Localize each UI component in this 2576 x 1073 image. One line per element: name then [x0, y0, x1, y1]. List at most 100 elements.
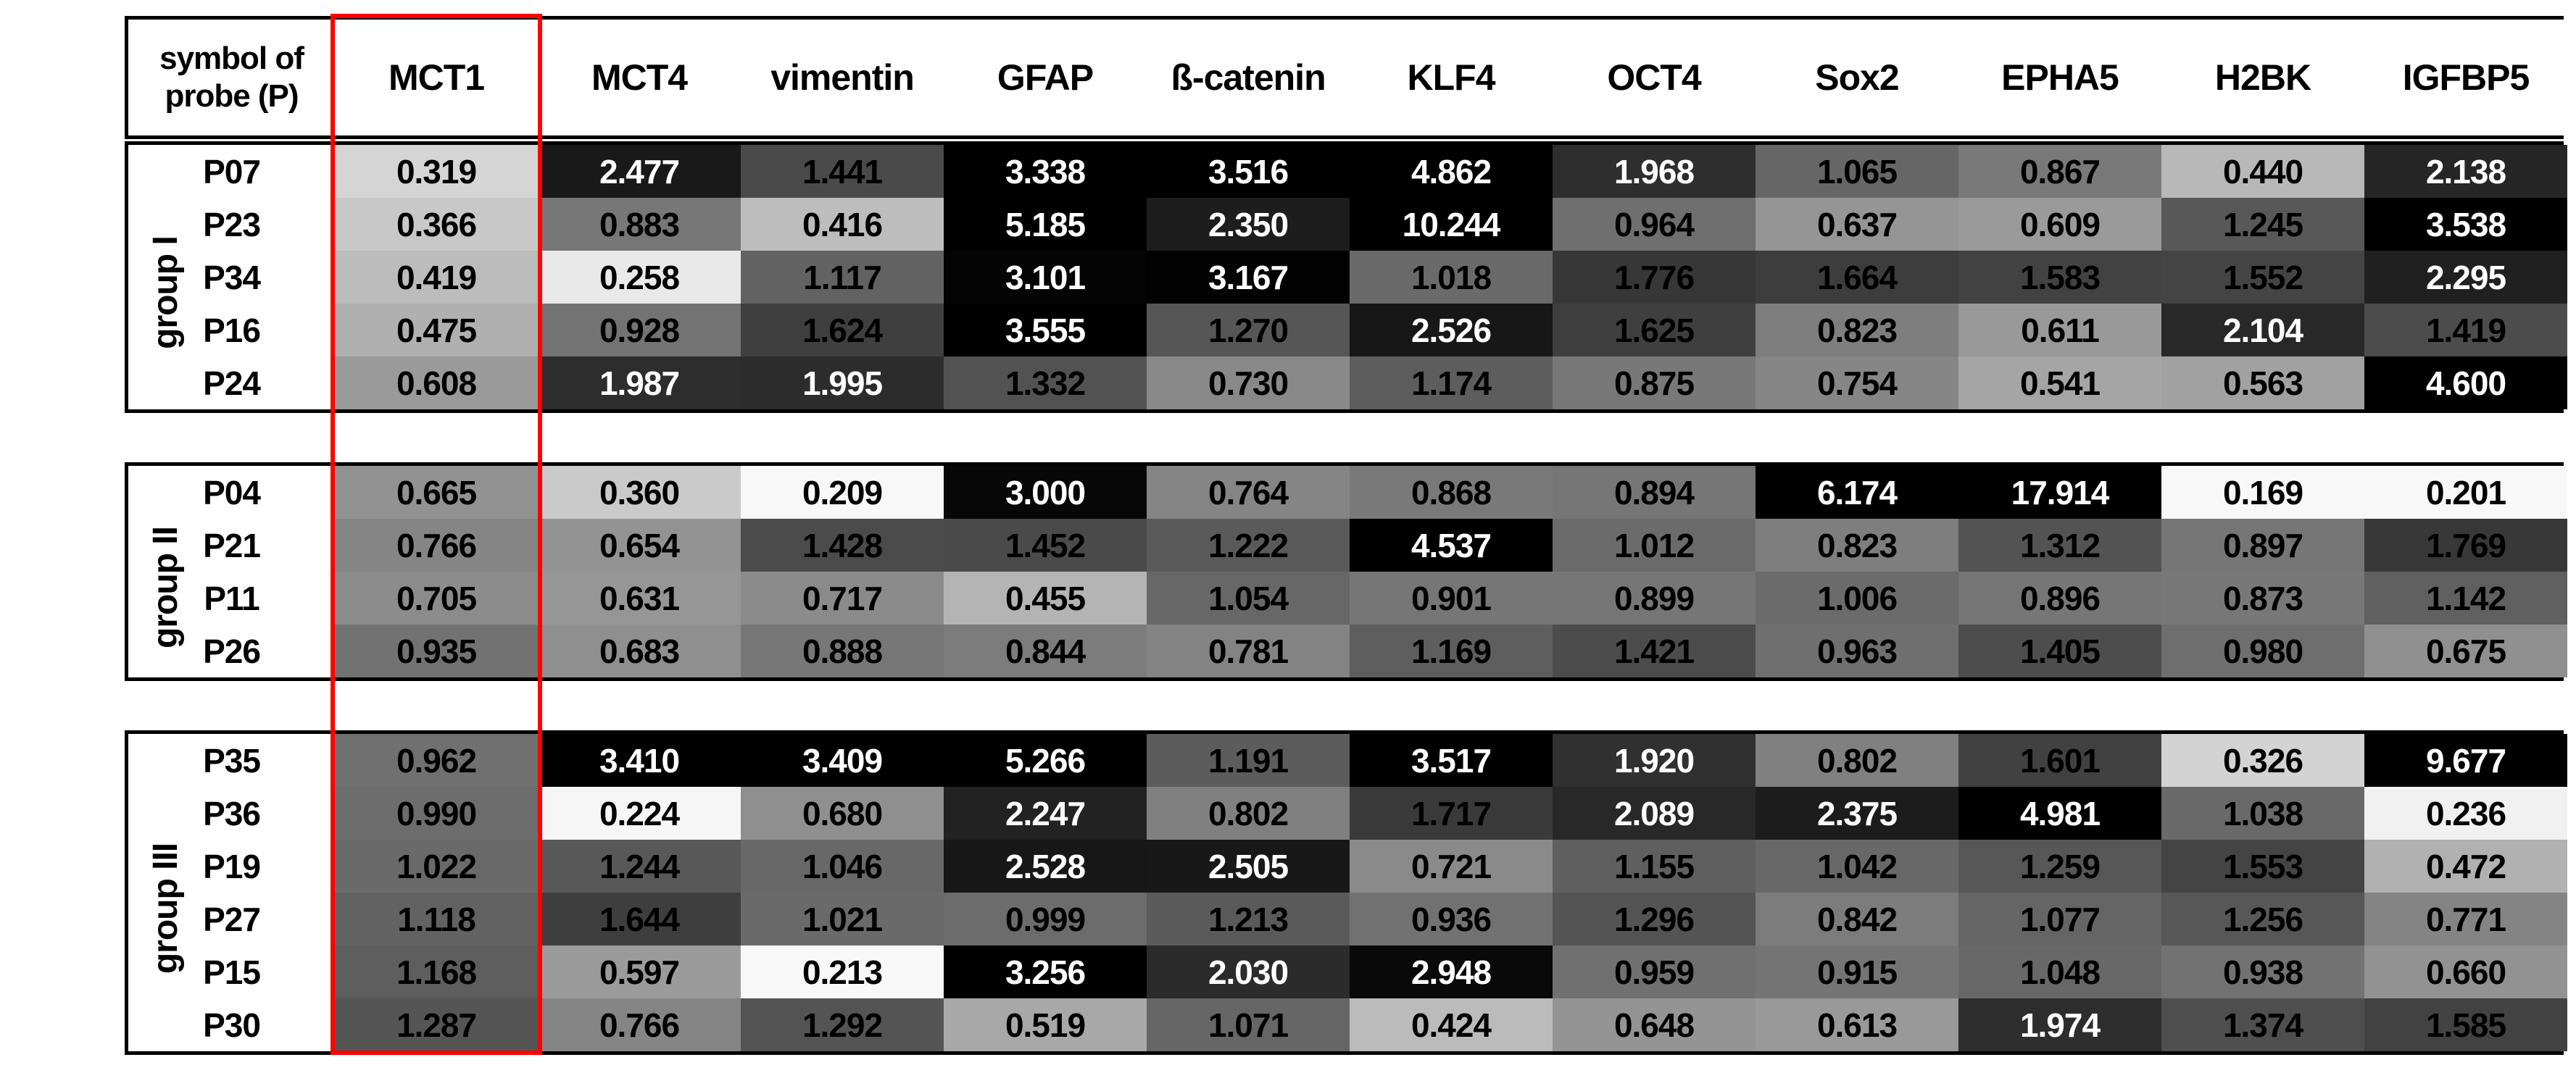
heatmap-cell: 1.213	[1147, 893, 1350, 945]
heatmap-cell: 0.823	[1756, 519, 1958, 572]
gene-column-header: Sox2	[1756, 20, 1958, 135]
heatmap-cell: 1.664	[1756, 251, 1958, 304]
heatmap-cell: 1.441	[741, 145, 944, 198]
probe-label: P23	[128, 198, 335, 251]
probe-header-line2: probe (P)	[165, 78, 299, 114]
group-block: P04 0.665 0.360 0.209 3.000 0.764 0.868 0.894 6.…	[125, 462, 2567, 681]
probe-label: P15	[128, 945, 335, 998]
heatmap-cell: 1.974	[1958, 998, 2161, 1051]
heatmap-cell: 0.990	[335, 787, 538, 840]
heatmap-cell: 2.948	[1350, 945, 1553, 998]
heatmap-cell: 0.319	[335, 145, 538, 198]
heatmap-cell: 1.405	[1958, 625, 2161, 677]
heatmap-cell: 0.875	[1553, 356, 1756, 409]
heatmap-cell: 1.776	[1553, 251, 1756, 304]
heatmap-cell: 0.873	[2161, 572, 2364, 625]
heatmap-cell: 1.374	[2161, 998, 2364, 1051]
probe-column-header: symbol of probe (P)	[128, 20, 335, 135]
heatmap-cell: 4.537	[1350, 519, 1553, 572]
heatmap-cell: 3.338	[944, 145, 1147, 198]
heatmap-cell: 2.350	[1147, 198, 1350, 251]
heatmap-cell: 1.006	[1756, 572, 1958, 625]
gene-expression-table: symbol of probe (P) MCT1 MCT4 vimentin GFAP…	[125, 16, 2567, 1055]
heatmap-cell: 0.213	[741, 945, 944, 998]
heatmap-cell: 9.677	[2364, 734, 2567, 787]
heatmap-cell: 0.360	[538, 466, 741, 519]
heatmap-cell: 1.625	[1553, 304, 1756, 356]
gene-column-header: OCT4	[1553, 20, 1756, 135]
heatmap-cell: 2.295	[2364, 251, 2567, 304]
heatmap-cell: 3.517	[1350, 734, 1553, 787]
heatmap-cell: 1.717	[1350, 787, 1553, 840]
heatmap-cell: 1.259	[1958, 840, 2161, 893]
heatmap-cell: 1.995	[741, 356, 944, 409]
heatmap-cell: 2.505	[1147, 840, 1350, 893]
heatmap-cell: 3.410	[538, 734, 741, 787]
heatmap-cell: 3.101	[944, 251, 1147, 304]
heatmap-cell: 2.104	[2161, 304, 2364, 356]
heatmap-cell: 0.721	[1350, 840, 1553, 893]
probe-label: P27	[128, 893, 335, 945]
heatmap-cell: 1.018	[1350, 251, 1553, 304]
heatmap-cell: 1.077	[1958, 893, 2161, 945]
heatmap-cell: 1.920	[1553, 734, 1756, 787]
heatmap-cell: 1.312	[1958, 519, 2161, 572]
heatmap-cell: 0.766	[538, 998, 741, 1051]
heatmap-cell: 1.071	[1147, 998, 1350, 1051]
heatmap-cell: 1.046	[741, 840, 944, 893]
heatmap-cell: 1.332	[944, 356, 1147, 409]
heatmap-cell: 2.528	[944, 840, 1147, 893]
heatmap-cell: 0.609	[1958, 198, 2161, 251]
heatmap-cell: 1.021	[741, 893, 944, 945]
probe-label: P36	[128, 787, 335, 840]
heatmap-cell: 1.169	[1350, 625, 1553, 677]
heatmap-cell: 1.419	[2364, 304, 2567, 356]
heatmap-cell: 0.980	[2161, 625, 2364, 677]
heatmap-cell: 3.000	[944, 466, 1147, 519]
group-block: P35 0.962 3.410 3.409 5.266 1.191 3.517 1.920 0.…	[125, 730, 2567, 1055]
heatmap-cell: 0.680	[741, 787, 944, 840]
probe-label: P24	[128, 356, 335, 409]
probe-label: P04	[128, 466, 335, 519]
heatmap-cell: 10.244	[1350, 198, 1553, 251]
heatmap-cell: 1.012	[1553, 519, 1756, 572]
group-block: P07 0.319 2.477 1.441 3.338 3.516 4.862 1.968 1.…	[125, 141, 2567, 413]
heatmap-cell: 0.959	[1553, 945, 1756, 998]
probe-label: P19	[128, 840, 335, 893]
heatmap-cell: 5.266	[944, 734, 1147, 787]
heatmap-cell: 0.999	[944, 893, 1147, 945]
heatmap-cell: 3.256	[944, 945, 1147, 998]
heatmap-cell: 0.771	[2364, 893, 2567, 945]
heatmap-cell: 0.935	[335, 625, 538, 677]
heatmap-cell: 0.660	[2364, 945, 2567, 998]
gene-column-header: MCT1	[335, 20, 538, 135]
heatmap-cell: 1.245	[2161, 198, 2364, 251]
heatmap-cell: 1.256	[2161, 893, 2364, 945]
heatmap-cell: 3.167	[1147, 251, 1350, 304]
heatmap-cell: 1.155	[1553, 840, 1756, 893]
probe-label: P35	[128, 734, 335, 787]
heatmap-cell: 0.730	[1147, 356, 1350, 409]
heatmap-cell: 0.894	[1553, 466, 1756, 519]
heatmap-cell: 1.452	[944, 519, 1147, 572]
heatmap-cell: 2.138	[2364, 145, 2567, 198]
heatmap-cell: 1.644	[538, 893, 741, 945]
heatmap-cell: 1.174	[1350, 356, 1553, 409]
gene-column-header: vimentin	[741, 20, 944, 135]
heatmap-cell: 0.675	[2364, 625, 2567, 677]
heatmap-cell: 0.654	[538, 519, 741, 572]
heatmap-cell: 1.987	[538, 356, 741, 409]
heatmap-cell: 1.553	[2161, 840, 2364, 893]
heatmap-cell: 0.823	[1756, 304, 1958, 356]
heatmap-cell: 0.224	[538, 787, 741, 840]
heatmap-cell: 0.896	[1958, 572, 2161, 625]
heatmap-cell: 0.258	[538, 251, 741, 304]
heatmap-cell: 0.637	[1756, 198, 1958, 251]
heatmap-cell: 0.802	[1147, 787, 1350, 840]
heatmap-cell: 3.409	[741, 734, 944, 787]
heatmap-cell: 0.888	[741, 625, 944, 677]
table-body-blocks: P07 0.319 2.477 1.441 3.338 3.516 4.862 1.968 1.…	[125, 141, 2567, 1055]
heatmap-cell: 0.938	[2161, 945, 2364, 998]
heatmap-cell: 0.236	[2364, 787, 2567, 840]
heatmap-cell: 0.455	[944, 572, 1147, 625]
